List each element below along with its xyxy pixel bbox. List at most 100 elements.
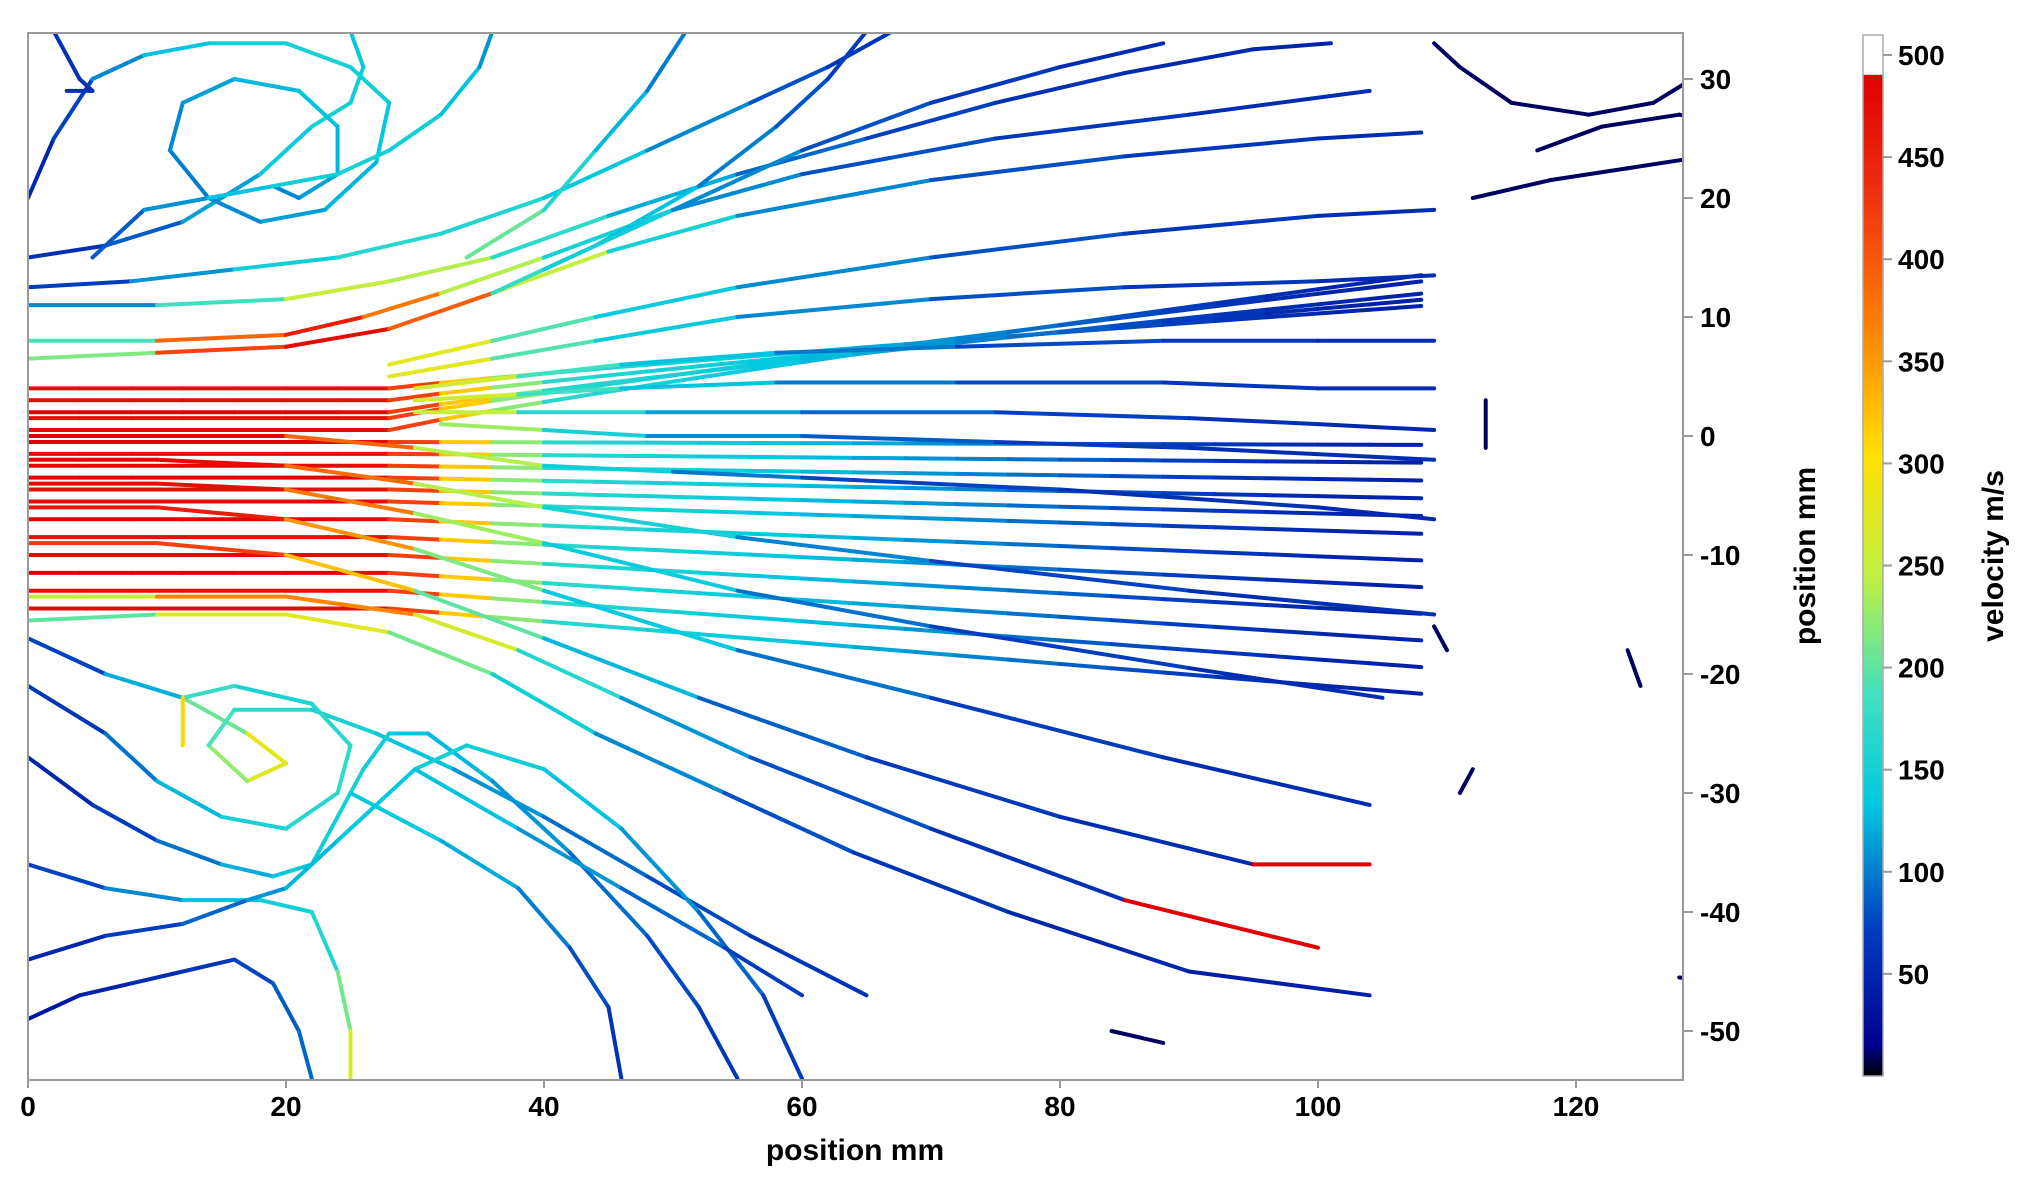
- streamline-segment: [1316, 130, 1424, 141]
- streamline-segment: [438, 838, 521, 891]
- streamline-segment: [1006, 541, 1062, 549]
- streamline-segment: [387, 255, 495, 284]
- streamline-segment: [28, 755, 95, 807]
- x-tick-label: 40: [528, 1091, 559, 1122]
- x-tick-label: 20: [270, 1091, 301, 1122]
- streamline: [90, 33, 494, 260]
- streamline-segment: [954, 653, 1011, 662]
- streamline-segment: [903, 626, 959, 635]
- streamline-segment: [761, 993, 804, 1080]
- streamline-segment: [851, 601, 908, 609]
- streamline-segment: [748, 468, 804, 474]
- streamline-segment: [748, 354, 804, 364]
- streamline-segment: [1161, 313, 1217, 323]
- streamline-segment: [1316, 580, 1372, 587]
- streamline-segment: [206, 707, 237, 748]
- streamline-segment: [645, 369, 701, 381]
- streamline-segment: [155, 457, 288, 468]
- streamline-segment: [696, 591, 753, 599]
- streamline-segment: [1316, 280, 1372, 292]
- y-tick-label: -20: [1700, 659, 1740, 690]
- streamline-segment: [490, 672, 598, 736]
- streamline-segment: [1212, 624, 1269, 633]
- streamline-segment: [387, 291, 495, 331]
- streamline-segment: [1006, 634, 1062, 643]
- streamline: [28, 41, 392, 224]
- streamline-segment: [903, 500, 959, 507]
- streamline-segment: [387, 356, 495, 379]
- streamline: [28, 731, 740, 1080]
- y-tick-label: 10: [1700, 302, 1731, 333]
- streamline-segment: [64, 53, 82, 81]
- streamline-segment: [387, 535, 443, 542]
- streamline-segment: [1599, 112, 1682, 129]
- streamline-segment: [954, 486, 1011, 492]
- streamline-segment: [142, 41, 211, 58]
- streamline-segment: [735, 648, 933, 700]
- streamline-segment: [271, 184, 301, 200]
- streamline-segment: [1058, 567, 1114, 575]
- y-tick-label: 20: [1700, 183, 1731, 214]
- streamline-segment: [1316, 505, 1437, 522]
- streamline-segment: [696, 550, 753, 557]
- streamline-segment: [348, 33, 366, 70]
- streamline-segment: [155, 332, 288, 343]
- streamline-segment: [490, 779, 572, 855]
- streamline-segment: [1316, 307, 1372, 316]
- streamline-segment: [1161, 621, 1217, 629]
- streamline-segment: [1187, 445, 1437, 462]
- streamline-segment: [954, 471, 1011, 477]
- streamline-segment: [90, 802, 159, 843]
- streamline-segment: [284, 463, 417, 486]
- streamline-segment: [903, 582, 959, 590]
- streamline-segment: [1109, 318, 1166, 329]
- streamline-segment: [477, 33, 494, 70]
- streamline-segment: [645, 933, 701, 1010]
- streamline-segment: [542, 374, 598, 385]
- streamline-segment: [245, 886, 288, 903]
- streamline: [413, 410, 1437, 433]
- streamline-segment: [1122, 898, 1320, 950]
- streamline-segment: [929, 695, 1166, 760]
- streamline-segment: [1058, 614, 1114, 623]
- streamline-segment: [748, 496, 804, 503]
- streamline: [28, 505, 1372, 807]
- streamline-segment: [1161, 316, 1217, 325]
- streamline-segment: [155, 344, 288, 355]
- streamline-segment: [851, 557, 908, 565]
- streamline-segment: [696, 495, 753, 501]
- streamline-segment: [1212, 307, 1269, 318]
- streamline-segment: [296, 88, 340, 129]
- y-axis: 30 20 10 0 -10 -20 -30 -40 -50: [1683, 64, 1740, 1047]
- streamline-segment: [1122, 213, 1320, 236]
- streamline-segment: [28, 933, 108, 962]
- streamline-segment: [438, 592, 495, 601]
- streamline-segment: [28, 683, 108, 736]
- streamline-segment: [1109, 570, 1166, 577]
- streamline-segment: [361, 291, 443, 319]
- streamline-segment: [606, 1005, 624, 1080]
- streamline-segment: [542, 541, 740, 593]
- streamline-segment: [1006, 472, 1062, 478]
- streamline-segment: [1187, 666, 1385, 700]
- streamline-segment: [800, 512, 856, 518]
- streamline-segment: [1316, 302, 1372, 311]
- streamline-segment: [696, 359, 753, 369]
- streamline-segment: [735, 535, 933, 563]
- streamline-segment: [1161, 474, 1217, 480]
- streamline-segment: [1586, 100, 1656, 117]
- x-axis-title: position mm: [766, 1134, 944, 1167]
- streamline-segment: [438, 476, 495, 482]
- streamline-segment: [490, 465, 546, 470]
- streamline-segment: [929, 558, 1191, 593]
- streamline-segment: [258, 124, 314, 177]
- streamline-segment: [1058, 814, 1256, 867]
- streamline-segment: [206, 196, 263, 224]
- core-streamline: [28, 553, 1424, 616]
- streamline-segment: [1212, 575, 1269, 582]
- streamline-segment: [800, 352, 856, 365]
- streamline: [348, 791, 624, 1080]
- streamline-segment: [696, 367, 753, 380]
- streamline-segment: [155, 541, 288, 557]
- streamline-segment: [1161, 755, 1372, 807]
